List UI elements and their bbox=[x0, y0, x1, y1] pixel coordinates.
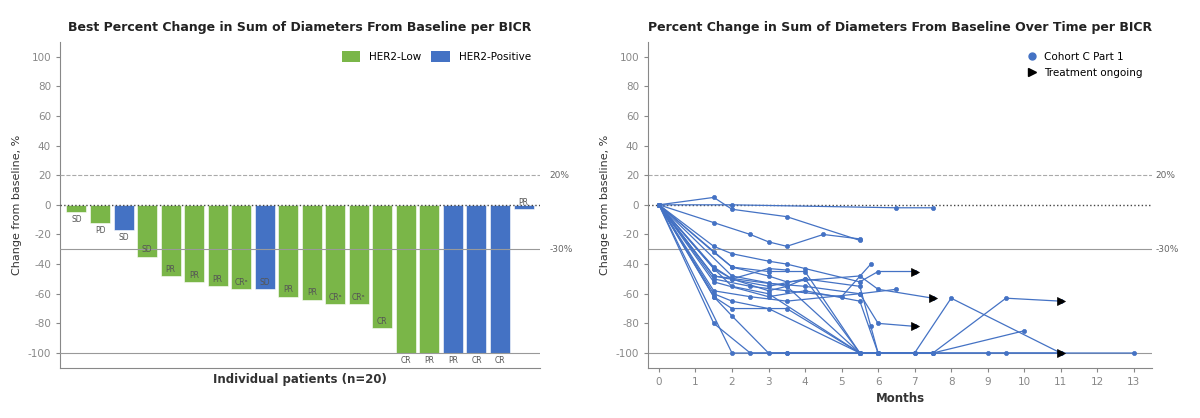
Text: -30%: -30% bbox=[1156, 245, 1180, 254]
Bar bbox=[349, 205, 368, 304]
Bar bbox=[114, 205, 133, 230]
Bar bbox=[161, 205, 180, 276]
Bar bbox=[232, 205, 251, 289]
Title: Percent Change in Sum of Diameters From Baseline Over Time per BICR: Percent Change in Sum of Diameters From … bbox=[648, 20, 1152, 34]
Bar bbox=[301, 205, 322, 300]
X-axis label: Months: Months bbox=[876, 393, 924, 405]
Text: PR: PR bbox=[190, 271, 199, 280]
Text: SD: SD bbox=[71, 215, 82, 224]
Text: PR: PR bbox=[425, 356, 434, 365]
Text: SD: SD bbox=[259, 278, 270, 287]
Bar bbox=[208, 205, 228, 286]
Bar bbox=[137, 205, 157, 257]
Bar bbox=[490, 205, 510, 353]
Text: 20%: 20% bbox=[550, 171, 570, 180]
Bar bbox=[396, 205, 416, 353]
Text: CRᵃ: CRᵃ bbox=[234, 278, 248, 287]
Y-axis label: Change from baseline, %: Change from baseline, % bbox=[600, 135, 610, 275]
Text: CRᵃ: CRᵃ bbox=[352, 293, 366, 302]
Bar bbox=[467, 205, 486, 353]
Legend: Cohort C Part 1, Treatment ongoing: Cohort C Part 1, Treatment ongoing bbox=[1024, 47, 1147, 82]
Text: CR: CR bbox=[472, 356, 481, 365]
Text: PR: PR bbox=[518, 198, 528, 207]
Text: PR: PR bbox=[307, 288, 317, 298]
Text: CR: CR bbox=[494, 356, 505, 365]
Bar bbox=[278, 205, 299, 297]
Text: CR: CR bbox=[377, 316, 388, 326]
Bar bbox=[90, 205, 110, 223]
Bar bbox=[372, 205, 392, 328]
Bar bbox=[514, 205, 534, 209]
Text: CRᵃ: CRᵃ bbox=[329, 293, 342, 302]
Legend: HER2-Low, HER2-Positive: HER2-Low, HER2-Positive bbox=[337, 47, 535, 66]
Text: SD: SD bbox=[119, 233, 128, 242]
Text: -30%: -30% bbox=[550, 245, 572, 254]
Text: CR: CR bbox=[401, 356, 412, 365]
Title: Best Percent Change in Sum of Diameters From Baseline per BICR: Best Percent Change in Sum of Diameters … bbox=[68, 20, 532, 34]
Bar bbox=[325, 205, 346, 304]
X-axis label: Individual patients (n=20): Individual patients (n=20) bbox=[214, 373, 386, 386]
Text: PR: PR bbox=[448, 356, 458, 365]
Text: PR: PR bbox=[212, 275, 223, 284]
Text: PR: PR bbox=[166, 265, 175, 274]
Text: SD: SD bbox=[142, 245, 152, 255]
Y-axis label: Change from baseline, %: Change from baseline, % bbox=[12, 135, 22, 275]
Text: PD: PD bbox=[95, 226, 106, 234]
Bar bbox=[254, 205, 275, 289]
Bar bbox=[443, 205, 463, 353]
Bar bbox=[184, 205, 204, 282]
Text: PR: PR bbox=[283, 285, 293, 294]
Bar bbox=[66, 205, 86, 212]
Text: 20%: 20% bbox=[1156, 171, 1176, 180]
Bar bbox=[420, 205, 439, 353]
